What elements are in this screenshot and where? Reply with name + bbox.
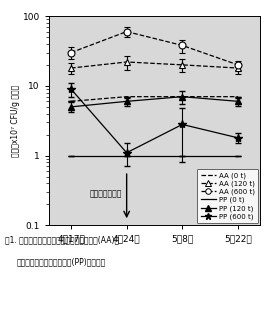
Text: 全ポリミキシン老性菌数(PP)の変動。: 全ポリミキシン老性菌数(PP)の変動。 [16, 258, 105, 267]
Text: 囱1. 液状家畜ふん尿の投与による全細菌数(AA)と: 囱1. 液状家畜ふん尿の投与による全細菌数(AA)と [5, 235, 120, 244]
Y-axis label: 菌数（x10⁷ CFU/g 乾土）: 菌数（x10⁷ CFU/g 乾土） [11, 85, 20, 157]
Text: 液状ふん尿投入: 液状ふん尿投入 [90, 190, 122, 199]
Legend: AA (0 t), AA (120 t), AA (600 t), PP (0 t), PP (120 t), PP (600 t): AA (0 t), AA (120 t), AA (600 t), PP (0 … [197, 169, 258, 223]
